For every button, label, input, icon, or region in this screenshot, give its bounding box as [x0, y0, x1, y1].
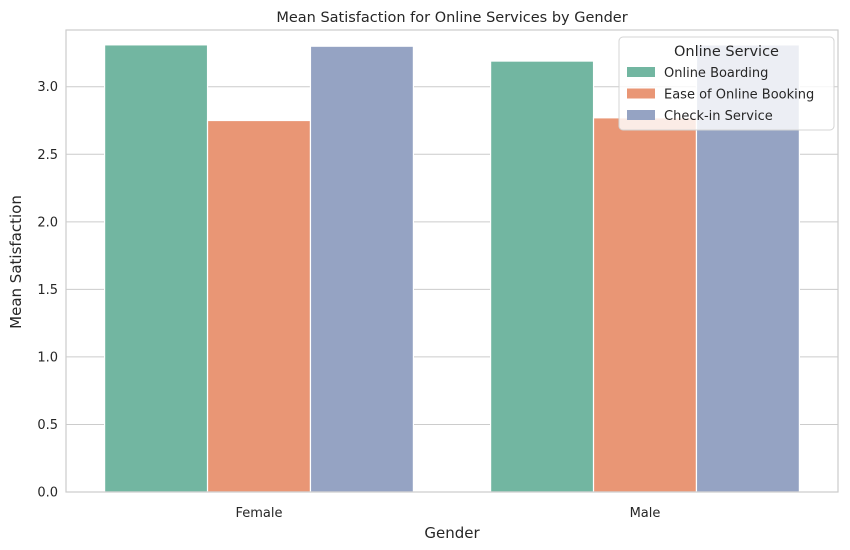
legend-label: Ease of Online Booking	[664, 88, 814, 103]
chart-title: Mean Satisfaction for Online Services by…	[276, 10, 627, 26]
axes: 0.0 0.5 1.0 1.5 2.0 2.5 3.0 Female Male	[37, 29, 839, 521]
plot-frame	[65, 29, 839, 493]
legend-swatch	[627, 110, 655, 120]
y-tick-label: 2.5	[37, 148, 58, 163]
legend-label: Online Boarding	[664, 66, 768, 81]
legend-label: Check-in Service	[664, 109, 773, 124]
bar-online-boarding-male	[490, 60, 595, 493]
bar-check-in-service-female	[309, 45, 415, 493]
x-axis-title: Gender	[424, 524, 480, 542]
y-tick-label: 2.0	[37, 215, 58, 230]
x-tick-label: Female	[235, 506, 282, 521]
y-tick-label: 0.5	[37, 418, 58, 433]
bar-ease-of-online-booking-male	[592, 117, 698, 493]
bar-ease-of-online-booking-female	[206, 119, 312, 493]
x-tick-label: Male	[630, 506, 661, 521]
y-tick-label: 0.0	[37, 486, 58, 501]
y-tick-label: 3.0	[37, 80, 58, 95]
bar-online-boarding-female	[103, 44, 209, 493]
legend-swatch	[627, 88, 655, 99]
legend-swatch	[627, 67, 655, 77]
y-tick-label: 1.0	[37, 350, 58, 365]
y-axis-title: Mean Satisfaction	[7, 195, 25, 329]
y-tick-label: 1.5	[37, 283, 58, 298]
legend-box	[618, 36, 835, 131]
legend-title: Online Service	[674, 44, 779, 60]
legend: Online Service Online Boarding Ease of Onl…	[618, 36, 835, 131]
